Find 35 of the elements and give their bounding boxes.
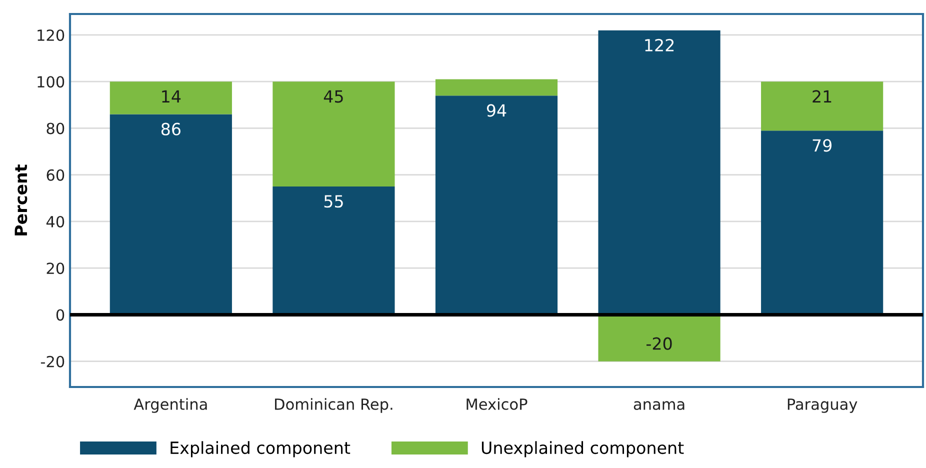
bar	[435, 79, 558, 96]
bar	[761, 82, 884, 131]
y-tick-label: 20	[46, 262, 64, 274]
data-label: 14	[162, 90, 181, 103]
y-axis-title: Percent	[14, 164, 28, 236]
bar	[761, 130, 884, 315]
bar	[110, 82, 232, 114]
x-tick-label: Dominican Rep.	[275, 398, 392, 413]
bar	[598, 30, 720, 315]
legend-label: Unexplained component	[482, 441, 684, 458]
y-tick-label: 60	[46, 169, 64, 181]
data-label: 55	[324, 195, 343, 208]
y-tick-label: 120	[38, 29, 64, 42]
x-tick-label: Paraguay	[788, 398, 858, 413]
bar	[110, 114, 232, 315]
legend-label: Explained component	[170, 441, 350, 458]
bar	[272, 186, 395, 315]
x-tick-label: MexicoP	[466, 398, 528, 410]
bar	[435, 96, 558, 315]
x-tick-label: anama	[634, 401, 684, 410]
x-tick-label: Argentina	[134, 398, 207, 413]
data-label: 21	[812, 90, 832, 103]
data-label: 86	[161, 122, 180, 136]
y-tick-label: 80	[46, 122, 64, 134]
y-tick-label: 40	[46, 216, 64, 228]
bar	[272, 82, 395, 187]
y-tick-label: -20	[40, 356, 64, 368]
data-label: 79	[812, 139, 832, 152]
data-label: -20	[646, 337, 672, 350]
data-label: 94	[486, 104, 506, 117]
data-label: 122	[645, 38, 674, 52]
data-label: 45	[324, 90, 343, 103]
y-tick-label: 0	[56, 309, 64, 321]
y-tick-label: 100	[38, 76, 64, 88]
bar	[598, 314, 720, 362]
